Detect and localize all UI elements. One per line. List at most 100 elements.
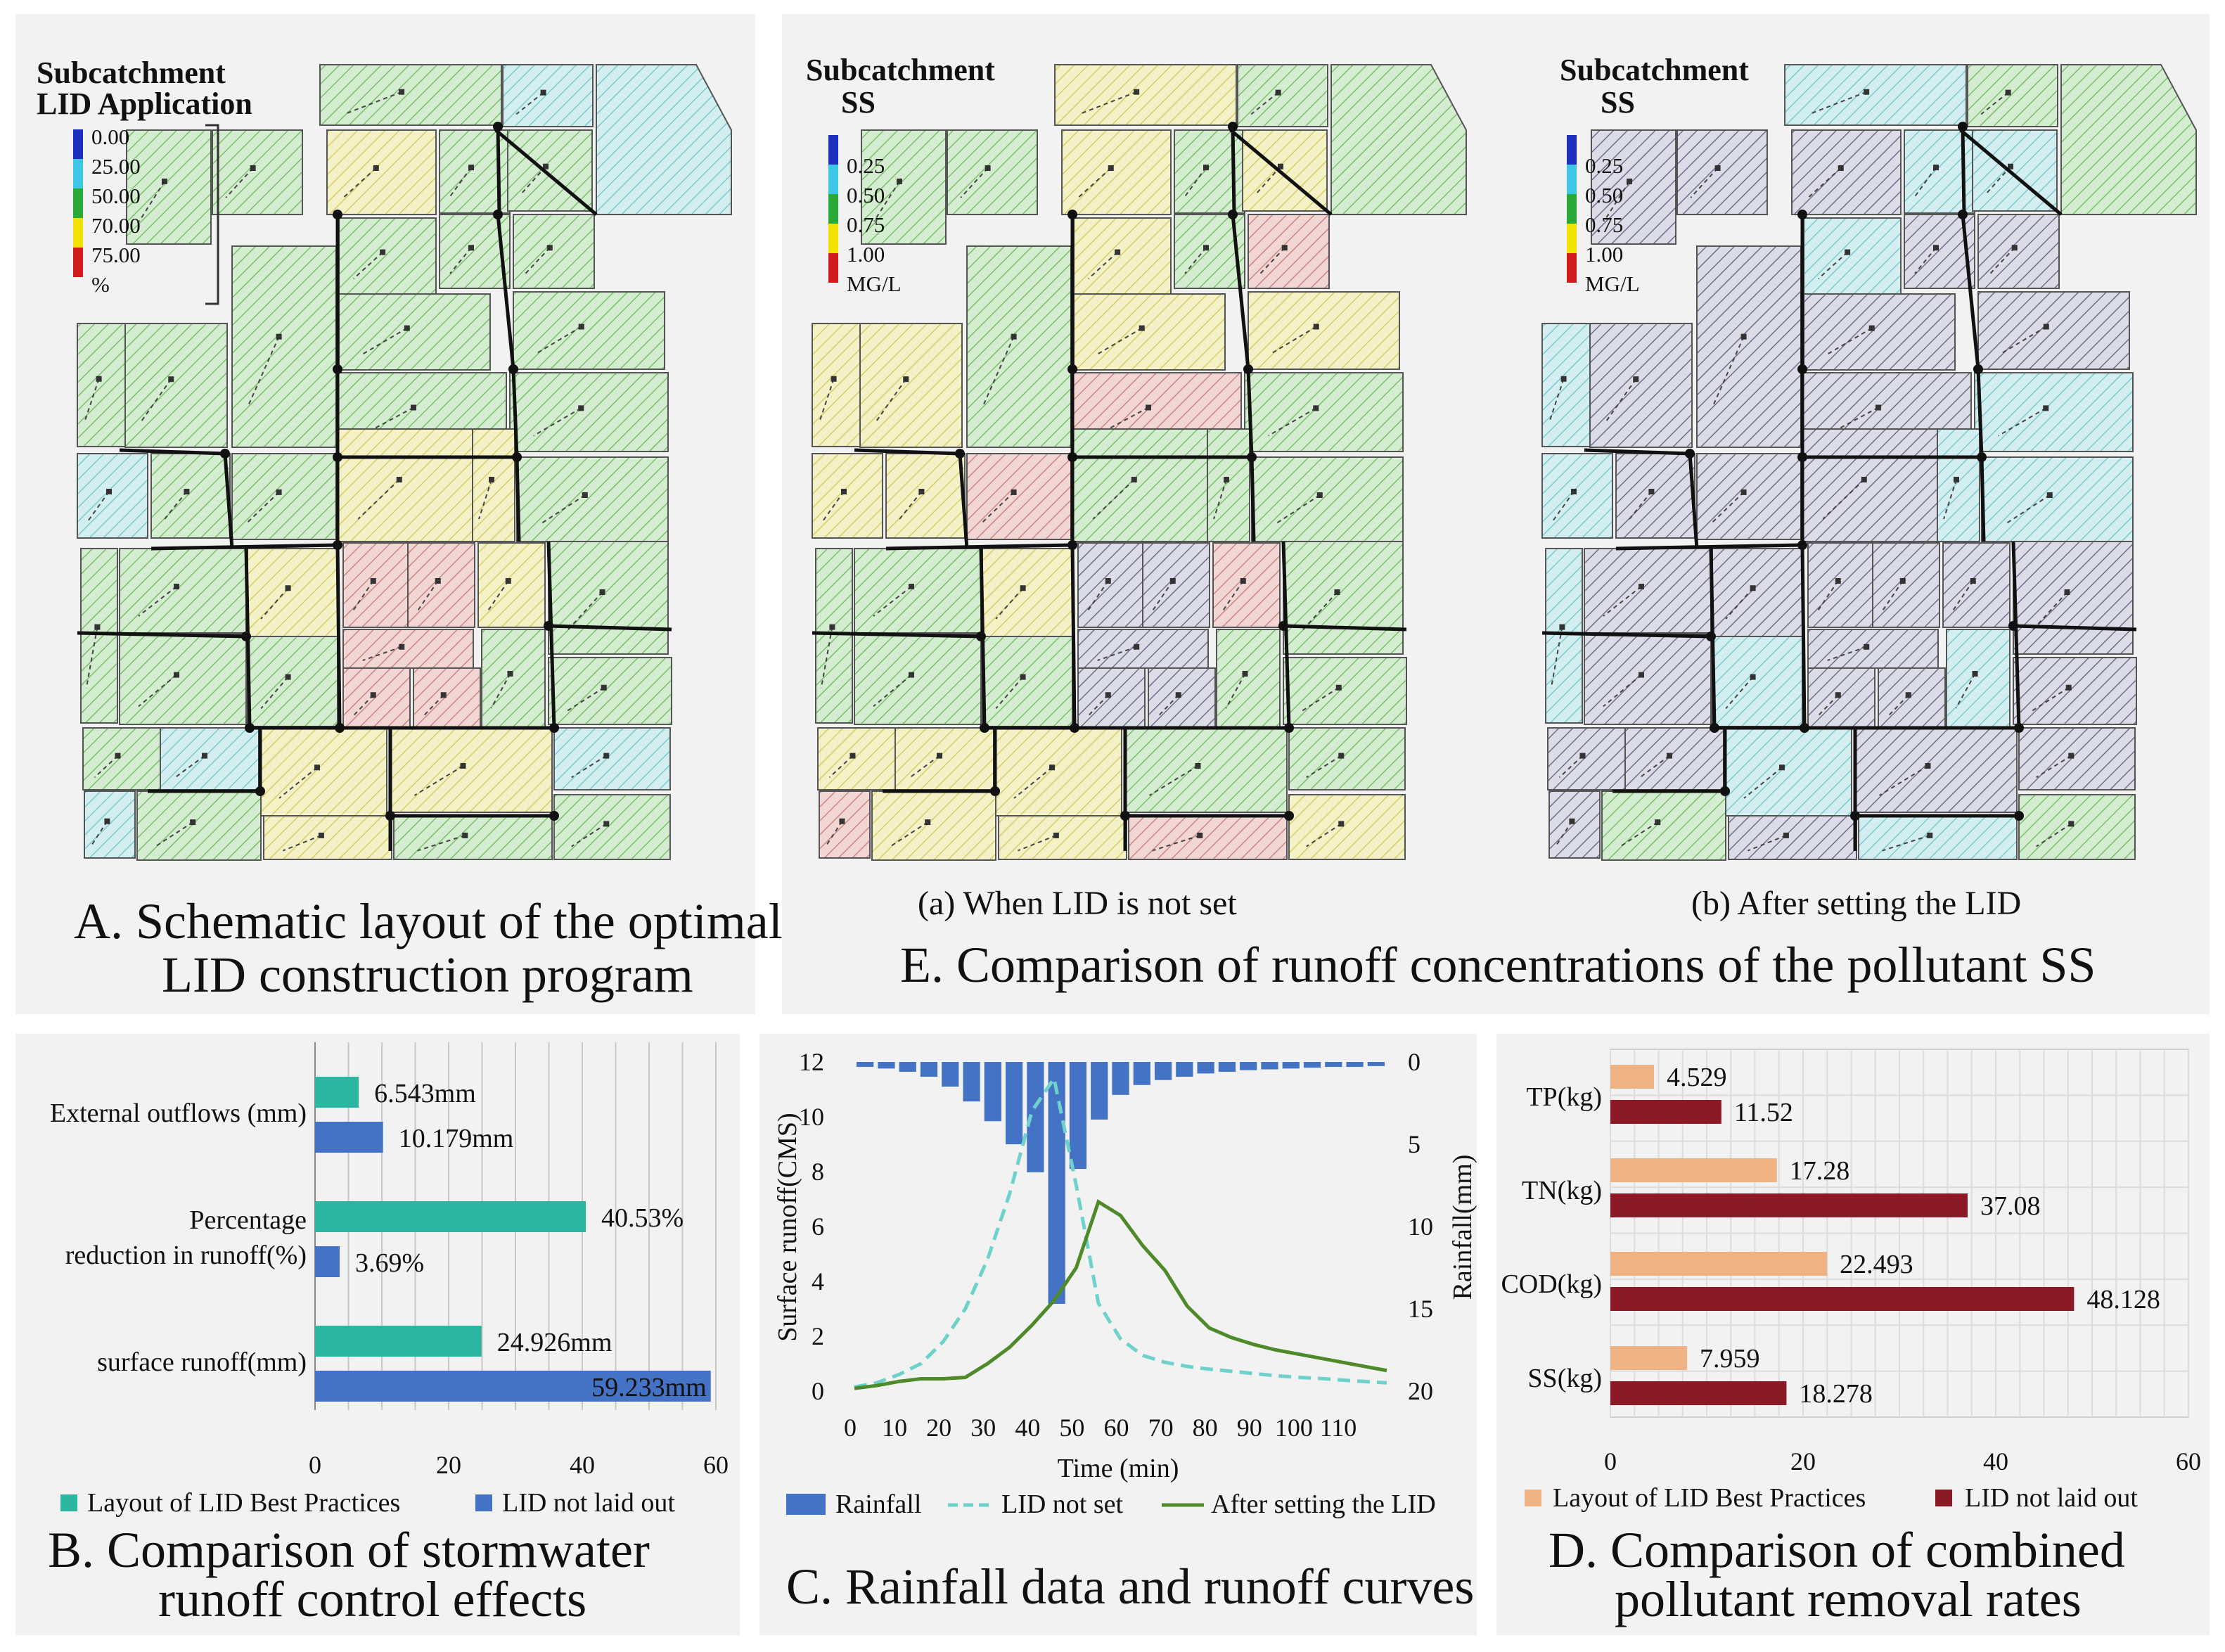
- subcatchment-centroid: [1334, 589, 1340, 595]
- subcatchment: [871, 790, 996, 861]
- subcatchment-centroid: [1313, 405, 1319, 411]
- subcatchment-outlet-line: [1152, 834, 1200, 852]
- subcatchment-outlet-line: [1268, 407, 1316, 437]
- subcatchment-outlet-line: [1603, 181, 1630, 222]
- subcatchment: [1237, 64, 1328, 127]
- subcatchment-outlet-line: [1914, 167, 1937, 197]
- x-tick-label: 20: [436, 1451, 461, 1479]
- legend-swatch: [475, 1494, 492, 1511]
- rainfall-bar: [984, 1062, 1001, 1122]
- subcatchment-centroid: [1281, 245, 1288, 251]
- subcatchment-centroid: [462, 832, 468, 838]
- subcatchment-outlet-line: [2003, 494, 2051, 525]
- conduit: [1976, 369, 1984, 458]
- subcatchment-outlet-line: [1225, 673, 1246, 709]
- subcatchment-centroid: [1875, 404, 1881, 411]
- subcatchment-outlet-line: [1097, 646, 1137, 661]
- subcatchment-centroid: [404, 325, 410, 331]
- x-tick-label: 0: [844, 1414, 857, 1442]
- subcatchment-centroid: [1131, 477, 1137, 482]
- subcatchment-centroid: [1203, 165, 1209, 171]
- subcatchment: [263, 815, 392, 860]
- junction: [1067, 452, 1077, 462]
- subcatchment-outlet-line: [873, 674, 912, 707]
- conduit: [1961, 126, 1966, 215]
- subcatchment-outlet-line: [174, 755, 205, 779]
- subcatchment-centroid: [839, 818, 845, 824]
- subcatchment-outlet-line: [260, 587, 289, 620]
- caption-panel-b-line1: B. Comparison of stormwater: [48, 1522, 650, 1578]
- chart-stormwater-runoff-control: 0 20 40 60 External outflows (mm) 6.543mm 10.1…: [50, 1042, 729, 1518]
- subcatchment: [994, 727, 1122, 817]
- legend-value: 0.75: [847, 212, 885, 237]
- subcatchment: [1548, 790, 1601, 859]
- subcatchment-centroid: [903, 376, 909, 383]
- subcaption-map-b: (b) After setting the LID: [1691, 885, 2021, 922]
- rainfall-bar: [920, 1062, 938, 1077]
- subcatchment-outlet-line: [87, 491, 110, 522]
- category-label: COD(kg): [1501, 1269, 1602, 1299]
- junction: [1797, 364, 1807, 374]
- subcatchment-outlet-line: [278, 767, 318, 799]
- conduit: [335, 544, 342, 729]
- subcatchment-centroid: [1740, 489, 1747, 495]
- subcatchment-outlet-line: [1604, 378, 1637, 423]
- junction: [1243, 364, 1253, 374]
- legend-swatch-green: [828, 194, 838, 224]
- subcatchment-outlet-line: [1882, 834, 1930, 852]
- rainfall-bar: [1176, 1062, 1193, 1077]
- y2-tick-label: 10: [1408, 1212, 1433, 1241]
- subcatchment-outlet-line: [1639, 755, 1670, 779]
- legend-label: LID not laid out: [502, 1488, 675, 1518]
- subcatchment-centroid: [2043, 405, 2049, 411]
- subcatchment-centroid: [1134, 89, 1140, 95]
- rainfall-bar: [1261, 1062, 1278, 1070]
- subcatchment-centroid: [2064, 589, 2070, 595]
- legend-ss-without-lid: Subcatchment SS 0.25 0.50 0.75 1.00 MG/L: [806, 53, 995, 296]
- junction: [544, 621, 553, 631]
- subcatchment-centroid: [2008, 163, 2013, 169]
- conduit: [1800, 544, 1807, 729]
- subcatchment: [553, 794, 671, 860]
- subcatchment: [77, 323, 126, 447]
- subcatchment: [2060, 64, 2197, 215]
- subcatchment: [231, 453, 337, 540]
- subcatchment: [1212, 542, 1281, 628]
- legend-label: Layout of LID Best Practices: [1553, 1483, 1866, 1513]
- subcatchment: [2018, 727, 2136, 790]
- y-tick-label: 12: [799, 1048, 824, 1076]
- subcatchment-outlet-line: [820, 627, 833, 689]
- subcatchment-centroid: [1633, 376, 1639, 383]
- subcatchment: [1073, 217, 1172, 295]
- legend-bracket: [205, 124, 219, 305]
- subcatchment-centroid: [1105, 692, 1111, 698]
- subcatchment: [513, 291, 665, 370]
- subcatchment-centroid: [1899, 578, 1906, 584]
- legend-value: %: [91, 272, 110, 297]
- subcatchment-centroid: [1175, 692, 1181, 698]
- subcatchment-outlet-line: [1826, 327, 1873, 356]
- subcatchment: [854, 634, 982, 725]
- subcatchment: [390, 727, 553, 813]
- legend-value: 0.00: [91, 124, 129, 149]
- subcatchment-centroid: [601, 684, 607, 691]
- junction: [549, 811, 559, 821]
- y2-tick-label: 0: [1408, 1048, 1421, 1076]
- subcatchment: [1584, 634, 1712, 725]
- conduit: [2011, 541, 2021, 729]
- rainfall-bar: [1197, 1062, 1214, 1074]
- junction: [508, 364, 518, 374]
- subcatchment-centroid: [94, 624, 101, 630]
- subcatchment-centroid: [1835, 692, 1841, 698]
- subcatchment-outlet-line: [873, 586, 912, 617]
- junction: [245, 723, 255, 733]
- subcatchment: [1791, 129, 1902, 215]
- conduit: [1231, 126, 1236, 215]
- subcatchment-centroid: [543, 163, 549, 169]
- subcatchment: [2013, 541, 2134, 655]
- subcatchment-centroid: [578, 324, 584, 330]
- subcatchment-outlet-line: [1818, 251, 1848, 280]
- subcatchment: [1207, 428, 1250, 542]
- legend-swatch: [786, 1494, 826, 1515]
- subcatchment: [1248, 214, 1330, 289]
